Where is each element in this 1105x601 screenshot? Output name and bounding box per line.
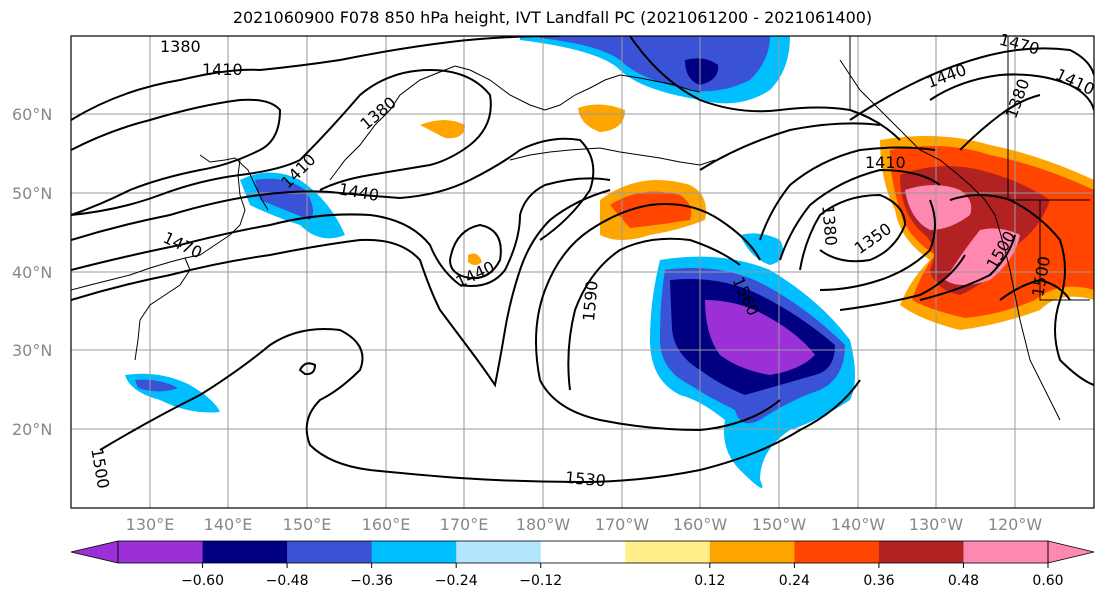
coastlines [71,36,1090,421]
lon-label: 170°W [595,515,650,534]
lon-label: 160°E [362,515,411,534]
colorbar-ticks: −0.60 −0.48 −0.36 −0.24 −0.12 0.12 0.24 0.36 0.4… [181,563,1064,589]
lon-label: 180°W [516,515,571,534]
lat-label: 50°N [12,184,52,203]
lon-label: 150°W [752,515,807,534]
lon-label: 140°W [831,515,886,534]
colorbar-segment [878,541,964,563]
colorbar-segment [287,541,373,563]
colorbar-tick-label: 0.24 [779,573,810,589]
colorbar-tick-label: −0.48 [266,573,309,589]
colorbar-tick-label: 0.48 [948,573,979,589]
lon-label: 170°E [440,515,489,534]
graticule [71,36,1094,508]
contour-label: 1410 [202,60,243,79]
colorbar-tick-label: 0.60 [1032,573,1063,589]
colorbar-tick-label: −0.36 [350,573,393,589]
contour-label: 1410 [865,153,906,172]
lat-label: 40°N [12,263,52,282]
map-frame [70,35,1095,509]
lat-label: 60°N [12,105,52,124]
lat-label: 30°N [12,341,52,360]
contour-label: 1530 [564,468,606,490]
colorbar-segment [794,541,880,563]
colorbar-tick-label: 0.36 [863,573,894,589]
lat-label: 20°N [12,420,52,439]
contour-label: 1470 [997,30,1041,59]
lon-label: 140°E [204,515,253,534]
colorbar-segment [709,541,795,563]
height-contours [71,36,1094,484]
contour-label: 1590 [579,280,601,322]
map-title: 2021060900 F078 850 hPa height, IVT Land… [232,8,873,27]
contour-label: 1500 [87,447,113,490]
lon-label: 130°W [909,515,964,534]
lon-label: 150°E [283,515,332,534]
lon-label: 130°E [126,515,175,534]
colorbar-extend-max [1047,540,1095,564]
colorbar-segments [70,540,1095,564]
latitude-labels: 60°N 50°N 40°N 30°N 20°N [12,105,52,439]
colorbar-segment [118,541,204,563]
colorbar-tick-label: −0.24 [435,573,478,589]
contour-label: 1440 [337,179,380,205]
contour-label: 1380 [818,204,840,246]
contour-label: 1410 [1053,65,1098,99]
colorbar-segment [456,541,542,563]
colorbar-segment [202,541,288,563]
colorbar-tick-label: −0.60 [181,573,224,589]
contour-label: 1470 [160,228,205,262]
longitude-labels: 130°E 140°E 150°E 160°E 170°E 180°W 170°… [126,515,1043,534]
lon-label: 120°W [988,515,1043,534]
contour-label: 1350 [851,219,895,258]
colorbar-tick-label: −0.12 [519,573,562,589]
colorbar-tick-label: 0.12 [694,573,725,589]
contour-label: 1440 [924,60,969,92]
colorbar-segment [371,541,457,563]
colorbar-extend-min [70,540,119,564]
colorbar: −0.60 −0.48 −0.36 −0.24 −0.12 0.12 0.24 0.36 0.4… [70,540,1095,589]
colorbar-segment [963,541,1049,563]
colorbar-segment [625,541,711,563]
contour-label: 1380 [356,93,399,134]
lon-label: 160°W [673,515,728,534]
colorbar-border [117,540,1049,564]
contour-label: 1380 [160,37,201,56]
colorbar-segment [540,541,626,563]
